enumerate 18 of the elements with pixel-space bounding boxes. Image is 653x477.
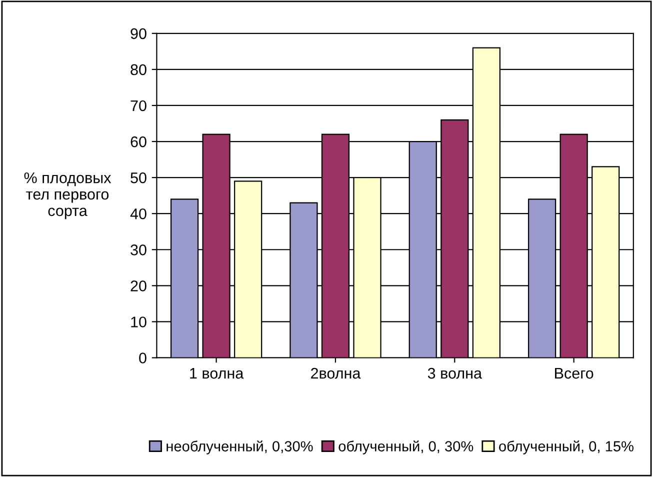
legend-label: необлученный, 0,30%: [166, 440, 313, 454]
x-tick-label: 3 волна: [428, 368, 482, 379]
x-tick-label: Всего: [555, 368, 594, 379]
y-tick-label: 60: [130, 136, 146, 148]
x-tick-label: 2волна: [311, 368, 361, 379]
legend-label: облученный, 0, 15%: [499, 440, 634, 454]
y-tick-label: 80: [130, 64, 146, 76]
y-tick-label: 40: [130, 208, 146, 220]
y-tick-label: 20: [130, 280, 146, 292]
y-tick-label: 90: [130, 28, 146, 40]
y-axis-title: % плодовых тел первого сорта: [24, 172, 112, 220]
legend-label: облученный, 0, 30%: [338, 440, 474, 454]
x-tick-label: 1 волна: [190, 368, 244, 379]
y-tick-label: 10: [131, 316, 146, 328]
y-tick-label: 0: [139, 352, 146, 364]
y-tick-label: 70: [130, 100, 146, 112]
y-tick-label: 50: [130, 172, 146, 184]
y-tick-label: 30: [130, 244, 146, 256]
